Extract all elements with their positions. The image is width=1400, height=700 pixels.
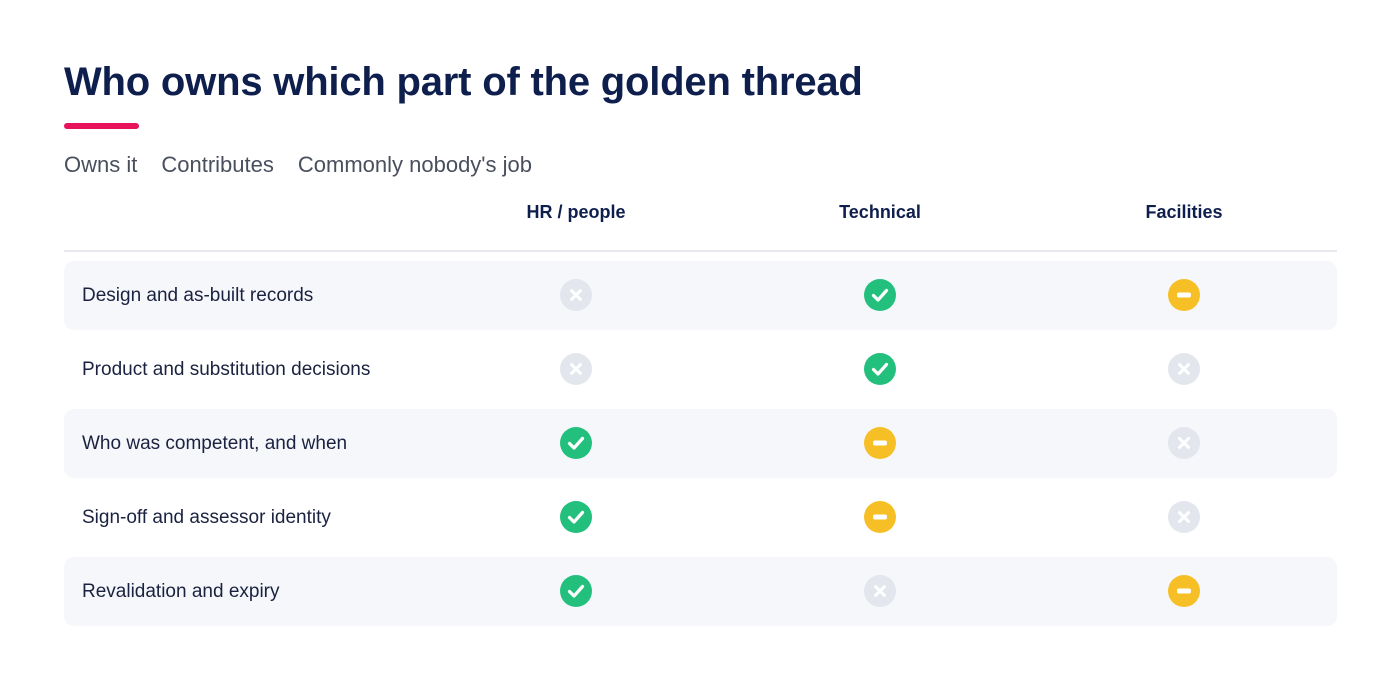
legend-owns-it: Owns it: [64, 152, 138, 177]
table-body: Design and as-built records Product and …: [64, 261, 1337, 631]
minus-circle-icon: [864, 427, 896, 459]
x-circle-icon: [1168, 427, 1200, 459]
check-circle-icon: [560, 575, 592, 607]
table-row: Design and as-built records: [64, 261, 1337, 330]
check-circle-icon: [864, 279, 896, 311]
check-circle-icon: [560, 427, 592, 459]
row-label: Product and substitution decisions: [82, 359, 371, 380]
check-circle-icon: [864, 353, 896, 385]
row-label: Who was competent, and when: [82, 433, 348, 454]
legend-contributes: Contributes: [161, 152, 274, 177]
x-circle-icon: [560, 279, 592, 311]
title-accent-bar: [64, 123, 139, 129]
table-row: Revalidation and expiry: [64, 557, 1337, 626]
table-row: Sign-off and assessor identity: [64, 483, 1337, 552]
x-circle-icon: [1168, 353, 1200, 385]
table-header: HR / people Technical Facilities: [64, 198, 1337, 252]
row-label: Design and as-built records: [82, 285, 314, 306]
column-header-hr: HR / people: [526, 202, 626, 222]
page-title: Who owns which part of the golden thread: [64, 60, 863, 104]
x-circle-icon: [560, 353, 592, 385]
row-label: Revalidation and expiry: [82, 581, 280, 602]
minus-circle-icon: [864, 501, 896, 533]
x-circle-icon: [864, 575, 896, 607]
minus-circle-icon: [1168, 279, 1200, 311]
legend: Owns it Contributes Commonly nobody's jo…: [64, 152, 532, 178]
row-label: Sign-off and assessor identity: [82, 507, 331, 528]
check-circle-icon: [560, 501, 592, 533]
table-row: Who was competent, and when: [64, 409, 1337, 478]
column-header-technical: Technical: [839, 202, 921, 222]
column-header-facilities: Facilities: [1145, 202, 1223, 222]
x-circle-icon: [1168, 501, 1200, 533]
minus-circle-icon: [1168, 575, 1200, 607]
legend-nobody: Commonly nobody's job: [297, 152, 532, 177]
table-row: Product and substitution decisions: [64, 335, 1337, 404]
